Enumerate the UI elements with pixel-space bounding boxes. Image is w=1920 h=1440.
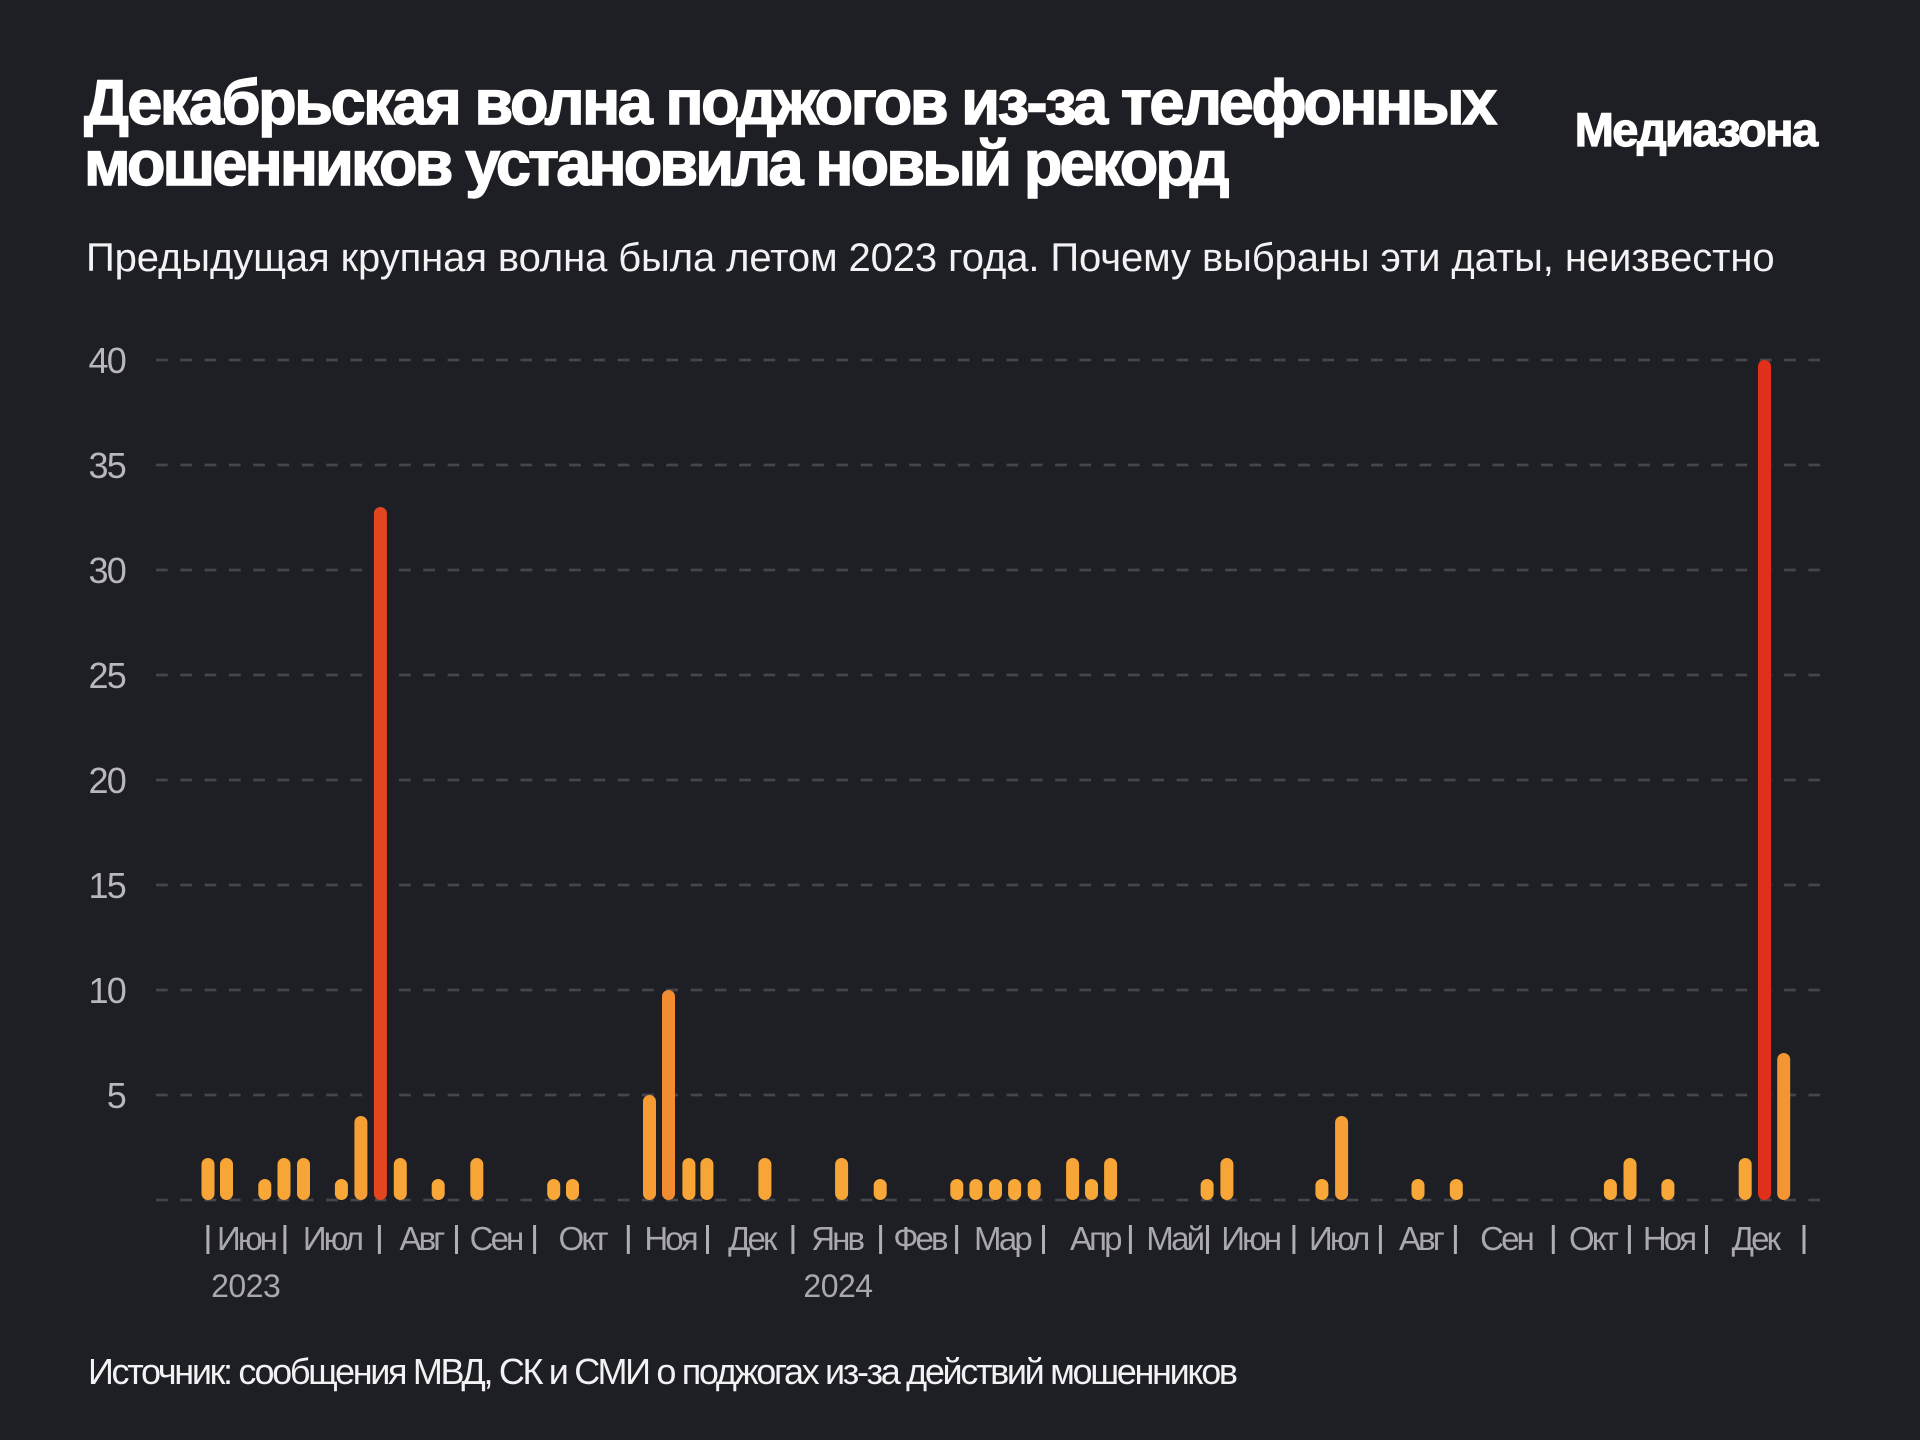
svg-text:Авг: Авг	[400, 1220, 446, 1257]
svg-text:35: 35	[89, 445, 126, 486]
svg-text:30: 30	[89, 550, 126, 591]
svg-text:25: 25	[89, 655, 126, 696]
svg-text:Июл: Июл	[1309, 1220, 1368, 1257]
svg-text:Мар: Мар	[974, 1220, 1031, 1257]
svg-text:Окт: Окт	[1569, 1220, 1619, 1257]
svg-text:Май: Май	[1146, 1220, 1203, 1257]
svg-text:Окт: Окт	[559, 1220, 609, 1257]
svg-text:2023: 2023	[211, 1268, 280, 1304]
svg-text:10: 10	[89, 970, 126, 1011]
svg-text:Ноя: Ноя	[1643, 1220, 1695, 1257]
svg-text:Фев: Фев	[893, 1220, 948, 1257]
svg-text:Ноя: Ноя	[644, 1220, 696, 1257]
svg-text:Апр: Апр	[1070, 1220, 1121, 1257]
svg-text:Дек: Дек	[728, 1220, 778, 1257]
svg-text:20: 20	[89, 760, 126, 801]
svg-text:5: 5	[107, 1075, 126, 1116]
svg-text:Дек: Дек	[1732, 1220, 1782, 1257]
svg-text:Июл: Июл	[303, 1220, 362, 1257]
svg-text:2024: 2024	[803, 1268, 872, 1304]
svg-text:Сен: Сен	[470, 1220, 522, 1257]
svg-text:Янв: Янв	[811, 1220, 864, 1257]
svg-text:Июн: Июн	[217, 1220, 276, 1257]
svg-text:40: 40	[89, 340, 126, 381]
svg-text:Июн: Июн	[1221, 1220, 1280, 1257]
svg-text:Сен: Сен	[1480, 1220, 1532, 1257]
svg-text:Авг: Авг	[1399, 1220, 1445, 1257]
svg-text:15: 15	[89, 865, 126, 906]
